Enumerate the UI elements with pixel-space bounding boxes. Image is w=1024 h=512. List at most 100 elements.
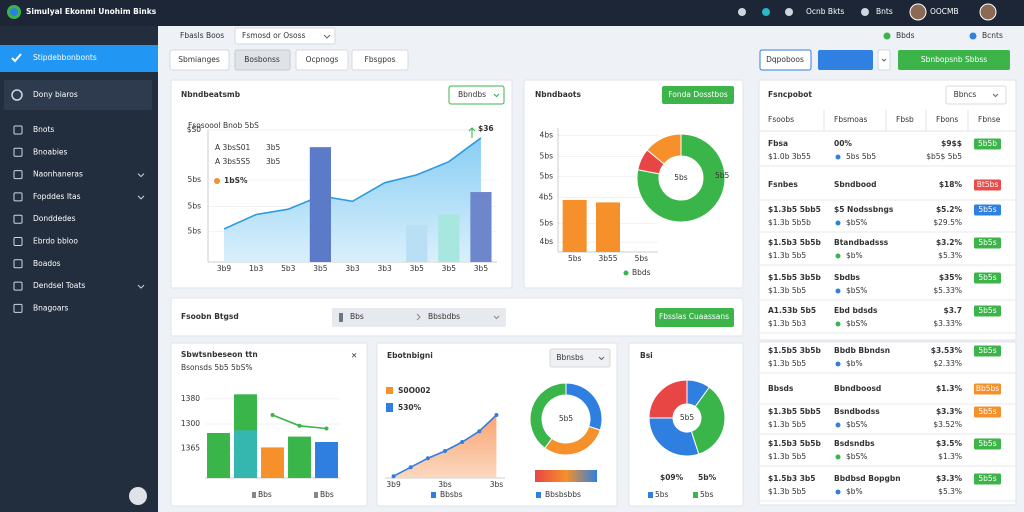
row-item-sub: $bS% (846, 319, 867, 328)
row-item: Bbndboosd (834, 384, 881, 393)
tab-label[interactable]: Fbsgpos (365, 55, 396, 64)
sidebar-item[interactable]: Dendsel Toats (33, 281, 85, 290)
sidebar-section[interactable] (4, 80, 152, 110)
search-crumb: Bbsbdbs (428, 312, 460, 321)
row-value: $5.2% (936, 205, 963, 214)
x-tick-label: 3b5 (442, 264, 457, 273)
avatar[interactable] (909, 3, 927, 21)
row-button[interactable] (974, 204, 1001, 216)
bar (406, 225, 428, 262)
search-button[interactable] (655, 308, 734, 327)
row-button[interactable] (974, 383, 1001, 395)
bar (596, 202, 620, 252)
row-value: $3.7 (943, 306, 962, 315)
row-name: $1.3b5 5bb5 (768, 205, 821, 214)
x-tick-label: 3b9 (386, 480, 401, 489)
trend-dropdown[interactable] (448, 85, 505, 105)
donut-center-label: 5b5 (559, 414, 574, 423)
logo-inner (10, 8, 18, 16)
tab-label[interactable]: Sbmianges (178, 55, 220, 64)
row-value: $3.3% (936, 407, 963, 416)
chevron (493, 93, 500, 98)
row-name: $1.5b5 3b5b (768, 273, 822, 282)
point (477, 429, 482, 434)
bar (261, 447, 284, 478)
tab-label[interactable]: Bosbonss (244, 55, 280, 64)
note-dot (214, 178, 220, 184)
outline-button[interactable] (759, 49, 812, 71)
row-button[interactable] (974, 406, 1001, 418)
row-dot (835, 489, 841, 495)
row-dot (835, 220, 841, 226)
sidebar-item[interactable]: Bnots (33, 125, 54, 134)
panel (758, 79, 1017, 341)
legend-swatch (252, 492, 256, 498)
tab-label[interactable]: Ocpnogs (306, 55, 339, 64)
row-value: $18% (939, 180, 963, 189)
legend-swatch (431, 492, 436, 498)
filter-dropdown[interactable] (234, 27, 336, 45)
avatar[interactable] (979, 3, 997, 21)
point (324, 426, 329, 431)
row-value: $1.3% (936, 384, 963, 393)
dropdown-button[interactable] (877, 49, 891, 71)
sidebar-item[interactable]: Fopddes Itas (33, 192, 81, 201)
y-tick-label: $S0 (187, 125, 202, 134)
bar (207, 433, 230, 478)
sidebar-item[interactable]: Bnagoars (33, 303, 69, 312)
panel-title: Sbwtsnbeseon ttn (181, 350, 258, 359)
sidebar-item[interactable]: Ebrdo bbloo (33, 237, 78, 246)
sidebar-active[interactable] (0, 45, 158, 72)
row-name: Bbsds (768, 384, 794, 393)
tab[interactable] (295, 49, 349, 71)
sidebar-item[interactable]: Bnoabies (33, 147, 68, 156)
row-sub: $1.3b 5b5 (768, 420, 806, 429)
tab[interactable] (351, 49, 409, 71)
row-value: $3.5% (936, 439, 963, 448)
table-dropdown[interactable] (945, 85, 1007, 105)
point (408, 465, 413, 470)
row-item: Btandbadsss (834, 238, 889, 247)
row-button[interactable] (974, 345, 1001, 357)
row-button-label: Bt5bs (977, 180, 999, 189)
row-button[interactable] (974, 138, 1001, 150)
row-button[interactable] (974, 272, 1001, 284)
point (494, 413, 499, 417)
row-button[interactable] (974, 473, 1001, 485)
color-scale (535, 470, 597, 482)
row-button[interactable] (974, 179, 1001, 191)
donut-slice (646, 133, 682, 165)
row-item-sub: $bS% (846, 420, 867, 429)
row-item-sub: $bS% (846, 286, 867, 295)
x-tick-label: 5bs (635, 254, 649, 263)
line (223, 137, 482, 230)
sidebar-toggle[interactable] (129, 487, 147, 505)
row-value-sub: $b5$ 5b5 (926, 152, 962, 161)
panel-title: Fsoobn Btgsd (181, 312, 239, 321)
tab[interactable] (169, 49, 230, 71)
sidebar-item[interactable]: Boados (33, 259, 61, 268)
row-value-sub: $3.33% (933, 319, 962, 328)
row-button[interactable] (974, 237, 1001, 249)
row-button[interactable] (974, 305, 1001, 317)
green-button[interactable] (898, 50, 1010, 70)
row-name: $1.5b3 5b5b (768, 439, 822, 448)
tab-selected[interactable] (234, 49, 291, 71)
point (425, 456, 430, 461)
row-button[interactable] (974, 438, 1001, 450)
sidebar-item[interactable]: Donddedes (33, 214, 76, 223)
close-icon[interactable]: ✕ (351, 351, 357, 360)
sidebar-item[interactable]: Naonhaneras (33, 170, 83, 179)
sidebar-icon (13, 192, 23, 202)
donut-slice (529, 382, 567, 449)
table-header: Fbsb (896, 115, 914, 124)
bar (470, 192, 492, 262)
row-sub: $1.3b 5b5 (768, 359, 806, 368)
area (393, 415, 497, 478)
flow-dropdown[interactable] (549, 348, 611, 368)
primary-button[interactable] (818, 50, 873, 70)
donut-slice (648, 417, 700, 457)
status-label: Bcnts (982, 31, 1003, 40)
mix-button[interactable] (662, 86, 734, 104)
x-tick-label: 3bs (438, 480, 452, 489)
